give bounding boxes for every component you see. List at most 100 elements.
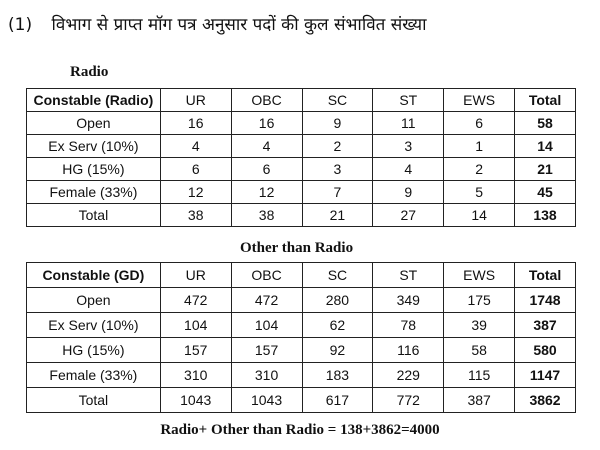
table-row: Total 1043 1043 617 772 387 3862 (26, 387, 576, 413)
header-cell: Total (514, 88, 576, 112)
header-cell: ST (372, 262, 445, 288)
table-cell: 78 (372, 312, 445, 338)
header-cell: SC (301, 88, 374, 112)
summary-equation: Radio+ Other than Radio = 138+3862=4000 (160, 422, 440, 438)
table-cell: 16 (230, 111, 303, 135)
table-cell: 6 (230, 157, 303, 181)
table-cell: 229 (372, 362, 445, 388)
row-label: Ex Serv (10%) (26, 312, 161, 338)
table-cell: 115 (443, 362, 516, 388)
table-cell: 9 (372, 180, 445, 204)
table-cell: 6 (443, 111, 516, 135)
row-label: HG (15%) (26, 157, 161, 181)
table-cell: 9 (301, 111, 374, 135)
header-cell: Constable (GD) (26, 262, 161, 288)
table-cell: 2 (443, 157, 516, 181)
row-label: Total (26, 387, 161, 413)
table-cell: 1043 (230, 387, 303, 413)
table-cell: 1043 (159, 387, 232, 413)
table-cell: 21 (514, 157, 576, 181)
table-cell: 157 (230, 337, 303, 363)
table-cell: 349 (372, 287, 445, 313)
table-cell: 58 (514, 111, 576, 135)
row-label: Female (33%) (26, 362, 161, 388)
table-cell: 14 (443, 203, 516, 227)
table-row: HG (15%) 6 6 3 4 2 21 (26, 157, 576, 181)
other-caption: Other than Radio (240, 240, 354, 256)
other-header-row: Constable (GD) UR OBC SC ST EWS Total (26, 262, 576, 288)
table-row: Total 38 38 21 27 14 138 (26, 203, 576, 227)
header-cell: SC (301, 262, 374, 288)
table-row: Female (33%) 12 12 7 9 5 45 (26, 180, 576, 204)
row-label: HG (15%) (26, 337, 161, 363)
row-label: Female (33%) (26, 180, 161, 204)
table-cell: 3 (301, 157, 374, 181)
table-cell: 27 (372, 203, 445, 227)
table-cell: 39 (443, 312, 516, 338)
header-cell: EWS (443, 262, 516, 288)
table-cell: 387 (443, 387, 516, 413)
table-cell: 16 (159, 111, 232, 135)
table-cell: 62 (301, 312, 374, 338)
table-row: Open 472 472 280 349 175 1748 (26, 287, 576, 313)
header-cell: UR (159, 262, 232, 288)
header-cell: Total (514, 262, 576, 288)
header-cell: UR (159, 88, 232, 112)
table-cell: 6 (159, 157, 232, 181)
header-cell: OBC (230, 88, 303, 112)
table-row: Ex Serv (10%) 4 4 2 3 1 14 (26, 134, 576, 158)
other-than-radio-table: Constable (GD) UR OBC SC ST EWS Total Op… (26, 262, 576, 413)
table-cell: 772 (372, 387, 445, 413)
table-row: Female (33%) 310 310 183 229 115 1147 (26, 362, 576, 388)
table-cell: 58 (443, 337, 516, 363)
table-cell: 92 (301, 337, 374, 363)
table-cell: 1748 (514, 287, 576, 313)
table-cell: 38 (230, 203, 303, 227)
table-cell: 310 (159, 362, 232, 388)
table-cell: 472 (230, 287, 303, 313)
table-cell: 183 (301, 362, 374, 388)
table-cell: 387 (514, 312, 576, 338)
table-cell: 104 (159, 312, 232, 338)
radio-caption: Radio (70, 64, 109, 80)
table-cell: 1 (443, 134, 516, 158)
table-cell: 21 (301, 203, 374, 227)
table-cell: 580 (514, 337, 576, 363)
table-cell: 617 (301, 387, 374, 413)
document-heading: (1) विभाग से प्राप्त मॉग पत्र अनुसार पदो… (8, 12, 426, 35)
radio-header-row: Constable (Radio) UR OBC SC ST EWS Total (26, 88, 576, 112)
table-cell: 45 (514, 180, 576, 204)
table-row: HG (15%) 157 157 92 116 58 580 (26, 337, 576, 363)
table-cell: 11 (372, 111, 445, 135)
table-cell: 38 (159, 203, 232, 227)
table-cell: 7 (301, 180, 374, 204)
table-cell: 12 (230, 180, 303, 204)
table-cell: 3862 (514, 387, 576, 413)
heading-text: विभाग से प्राप्त मॉग पत्र अनुसार पदों की… (51, 15, 427, 35)
row-label: Open (26, 287, 161, 313)
row-label: Ex Serv (10%) (26, 134, 161, 158)
table-cell: 14 (514, 134, 576, 158)
radio-table: Constable (Radio) UR OBC SC ST EWS Total… (26, 88, 576, 227)
table-cell: 4 (230, 134, 303, 158)
header-cell: OBC (230, 262, 303, 288)
row-label: Open (26, 111, 161, 135)
table-cell: 3 (372, 134, 445, 158)
header-cell: EWS (443, 88, 516, 112)
table-row: Ex Serv (10%) 104 104 62 78 39 387 (26, 312, 576, 338)
table-cell: 1147 (514, 362, 576, 388)
heading-number: (1) (8, 15, 33, 35)
table-cell: 280 (301, 287, 374, 313)
row-label: Total (26, 203, 161, 227)
table-cell: 138 (514, 203, 576, 227)
table-cell: 2 (301, 134, 374, 158)
header-cell: ST (372, 88, 445, 112)
table-cell: 116 (372, 337, 445, 363)
table-row: Open 16 16 9 11 6 58 (26, 111, 576, 135)
header-cell: Constable (Radio) (26, 88, 161, 112)
table-cell: 12 (159, 180, 232, 204)
table-cell: 4 (159, 134, 232, 158)
table-cell: 157 (159, 337, 232, 363)
table-cell: 310 (230, 362, 303, 388)
table-cell: 104 (230, 312, 303, 338)
